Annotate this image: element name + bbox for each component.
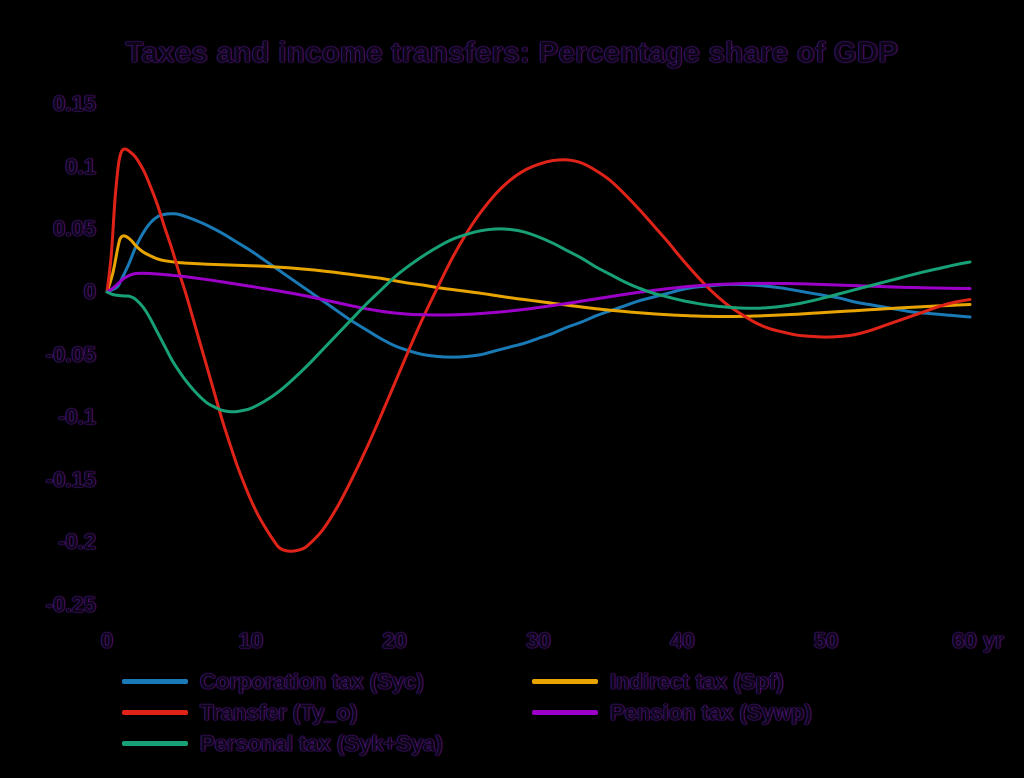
x-tick-label: 0 <box>100 628 114 653</box>
legend-swatch-spf <box>532 679 598 684</box>
legend-label-ty_o: Transfer (Ty_o) <box>200 700 358 725</box>
x-tick-label: 20 <box>382 628 407 653</box>
y-tick-label: 0.05 <box>53 216 96 242</box>
legend-label-sywp: Pension tax (Sywp) <box>610 700 812 725</box>
y-tick-label: 0.15 <box>53 91 96 117</box>
legend-swatch-syk_sya <box>122 741 188 746</box>
legend-label-spf: Indirect tax (Spf) <box>610 669 784 694</box>
y-tick-label: -0.15 <box>45 466 96 492</box>
y-tick-label: 0.1 <box>65 153 96 179</box>
legend-swatch-syc <box>122 679 188 684</box>
legend-swatch-ty_o <box>122 710 188 715</box>
legend-label-syc: Corporation tax (Syc) <box>200 669 424 694</box>
x-tick-label: 40 <box>670 628 695 653</box>
y-tick-label: -0.25 <box>45 592 96 617</box>
series-line-spf <box>105 234 972 318</box>
legend-label-syk_sya: Personal tax (Syk+Sya) <box>200 731 443 756</box>
chart-title: Taxes and income transfers: Percentage s… <box>125 37 899 69</box>
series-line-syc <box>105 212 972 359</box>
x-tick-label: 30 <box>526 628 551 653</box>
series-line-ty_o <box>105 147 972 553</box>
y-tick-label: -0.1 <box>58 404 96 430</box>
y-tick-label: -0.05 <box>45 341 96 367</box>
x-tick-label: 60 yr <box>952 628 1004 653</box>
series-line-syk_sya <box>105 227 972 414</box>
y-tick-label: 0 <box>83 279 96 304</box>
x-tick-label: 50 <box>813 628 839 653</box>
y-tick-label: -0.2 <box>58 529 96 555</box>
x-tick-label: 10 <box>238 628 264 653</box>
series-line-sywp <box>105 271 972 317</box>
legend-swatch-sywp <box>532 710 598 715</box>
